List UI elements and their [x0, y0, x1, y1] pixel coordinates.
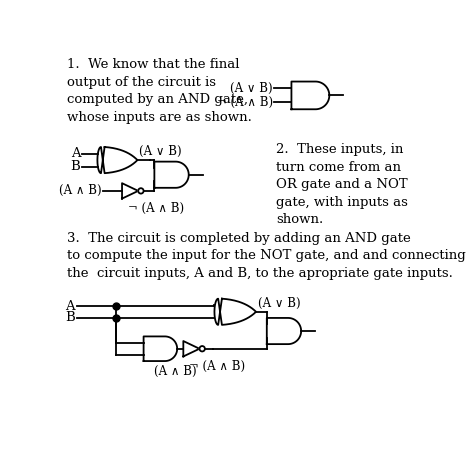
Circle shape — [200, 346, 205, 351]
Polygon shape — [97, 147, 137, 173]
Text: ¬ (A ∧ B): ¬ (A ∧ B) — [190, 360, 246, 373]
Polygon shape — [155, 162, 189, 188]
Text: (A ∨ B): (A ∨ B) — [230, 82, 273, 95]
Text: B: B — [65, 311, 75, 324]
Text: ¬ (A ∧ B): ¬ (A ∧ B) — [217, 96, 273, 109]
Text: B: B — [71, 160, 81, 173]
Polygon shape — [122, 183, 138, 198]
Polygon shape — [214, 298, 256, 325]
Text: 1.  We know that the final
output of the circuit is
computed by an AND gate,
who: 1. We know that the final output of the … — [66, 58, 252, 124]
Polygon shape — [267, 318, 301, 344]
Text: A: A — [71, 147, 81, 160]
Polygon shape — [292, 81, 329, 109]
Text: ¬ (A ∧ B): ¬ (A ∧ B) — [128, 202, 184, 215]
Circle shape — [138, 188, 144, 193]
Text: A: A — [65, 300, 75, 313]
Polygon shape — [144, 336, 177, 361]
Text: (A ∧ B): (A ∧ B) — [155, 365, 197, 378]
Text: 3.  The circuit is completed by adding an AND gate
to compute the input for the : 3. The circuit is completed by adding an… — [66, 232, 465, 280]
Text: (A ∨ B): (A ∨ B) — [257, 297, 300, 309]
Text: 2.  These inputs, in
turn come from an
OR gate and a NOT
gate, with inputs as
sh: 2. These inputs, in turn come from an OR… — [276, 143, 408, 226]
Text: (A ∨ B): (A ∨ B) — [139, 145, 182, 158]
Text: (A ∧ B): (A ∧ B) — [59, 184, 101, 197]
Polygon shape — [183, 341, 200, 356]
